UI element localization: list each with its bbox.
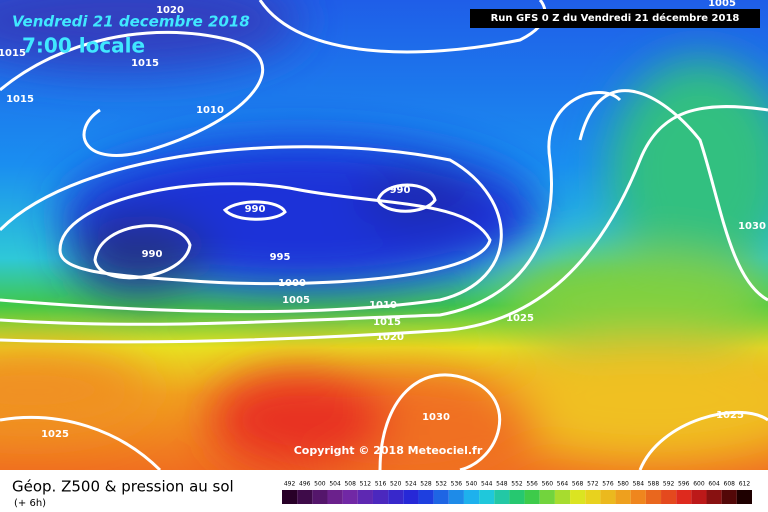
legend-label: 524 (405, 481, 417, 488)
legend-label: 600 (693, 481, 705, 488)
legend-swatch (539, 490, 555, 504)
legend-swatch (433, 490, 449, 504)
isobar-label: 1025 (41, 429, 69, 440)
legend-label: 552 (511, 481, 523, 488)
isobar-label: 1005 (282, 295, 310, 306)
isobar-label: 1020 (376, 332, 404, 343)
legend-label: 520 (390, 481, 402, 488)
legend-label: 576 (602, 481, 614, 488)
legend-label: 500 (314, 481, 326, 488)
isobar-label: 990 (245, 204, 266, 215)
legend-swatch (736, 490, 752, 504)
legend-label: 560 (542, 481, 554, 488)
legend-label: 588 (648, 481, 660, 488)
legend-swatch (585, 490, 601, 504)
isobar-label: 1015 (373, 317, 401, 328)
legend-label: 592 (663, 481, 675, 488)
legend-label: 516 (375, 481, 387, 488)
copyright: Copyright © 2018 Meteociel.fr (294, 444, 483, 457)
legend-swatch (676, 490, 692, 504)
run-label: Run GFS 0 Z du Vendredi 21 décembre 2018 (491, 12, 740, 24)
legend-label: 528 (420, 481, 432, 488)
map-field (0, 0, 768, 470)
legend-swatch (721, 490, 737, 504)
legend-label: 508 (344, 481, 356, 488)
legend-label: 568 (572, 481, 584, 488)
legend-swatch (615, 490, 631, 504)
legend-label: 596 (678, 481, 690, 488)
legend-label: 572 (587, 481, 599, 488)
isobar-label: 995 (270, 252, 291, 263)
legend-swatch (372, 490, 389, 504)
isobar-label: 1025 (506, 313, 534, 324)
legend-label: 492 (284, 481, 296, 488)
run-label-box (470, 9, 760, 28)
isobar-label: 1030 (738, 221, 766, 232)
legend-label: 612 (739, 481, 751, 488)
legend-label: 540 (466, 481, 478, 488)
footer-title: Géop. Z500 & pression au sol (12, 478, 234, 496)
time: 7:00 locale (22, 34, 145, 58)
title: Vendredi 21 decembre 2018 (12, 13, 250, 31)
isobar-labels: 1020 1015 1015 1015 1010 990 990 990 995 1000 1005… (0, 0, 766, 440)
legend-swatch (554, 490, 571, 504)
legend-label: 604 (708, 481, 720, 488)
legend-swatch (524, 490, 540, 504)
isobar-label: 1030 (422, 412, 450, 423)
legend-swatch (645, 490, 662, 504)
legend-swatch (403, 490, 419, 504)
isobar-label: 990 (390, 185, 411, 196)
legend-swatch (282, 490, 298, 504)
legend-swatch (630, 490, 646, 504)
isobar-label: 1005 (708, 0, 736, 9)
isobar-label: 1020 (156, 5, 184, 16)
legend-label: 580 (617, 481, 629, 488)
legend-label: 548 (496, 481, 508, 488)
legend-label: 564 (557, 481, 569, 488)
isobar-label: 990 (142, 249, 163, 260)
isobar-label: 1015 (6, 94, 34, 105)
legend-swatch (479, 490, 495, 504)
legend: 492 496 500 504 508 512 516 520 524 528 532 536 540 5… (282, 481, 752, 504)
legend-label: 584 (633, 481, 645, 488)
isobar-lines (0, 0, 768, 470)
legend-swatch (661, 490, 677, 504)
legend-label: 608 (724, 481, 736, 488)
legend-label: 532 (435, 481, 447, 488)
legend-swatch (418, 490, 434, 504)
legend-swatch (706, 490, 722, 504)
legend-swatch (600, 490, 616, 504)
legend-swatch (327, 490, 343, 504)
legend-label: 536 (451, 481, 463, 488)
legend-swatch (463, 490, 480, 504)
legend-label: 496 (299, 481, 311, 488)
legend-label: 512 (360, 481, 372, 488)
legend-swatch (570, 490, 586, 504)
isobar-label: 1010 (369, 300, 397, 311)
isobar-label: 1010 (196, 105, 224, 116)
legend-swatch (494, 490, 510, 504)
legend-swatch (388, 490, 404, 504)
legend-label: 504 (329, 481, 341, 488)
legend-label: 544 (481, 481, 493, 488)
legend-swatch (297, 490, 313, 504)
isobar-label: 1015 (0, 48, 26, 59)
footer-step: (+ 6h) (14, 498, 46, 509)
isobar-label: 1015 (131, 58, 159, 69)
isobar-label: 1000 (278, 278, 306, 289)
legend-label: 556 (526, 481, 538, 488)
isobar-label: 1025 (716, 410, 744, 421)
legend-swatch (509, 490, 525, 504)
legend-swatch (357, 490, 373, 504)
legend-swatch (691, 490, 707, 504)
legend-swatch (448, 490, 464, 504)
legend-swatch (342, 490, 358, 504)
legend-swatch (312, 490, 328, 504)
